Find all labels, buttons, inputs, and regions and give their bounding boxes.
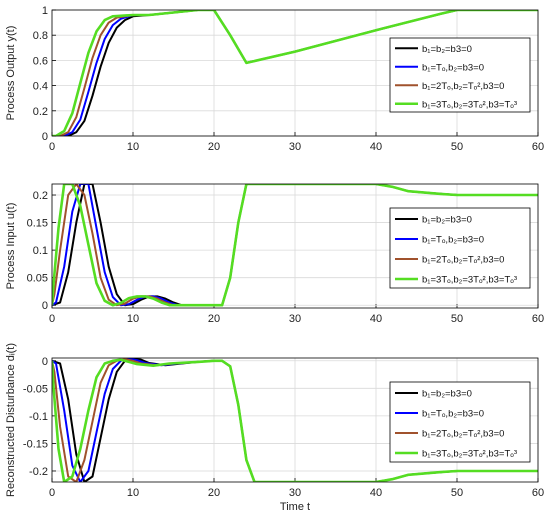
x-tick-label: 40 (370, 487, 382, 499)
legend-box (389, 381, 531, 463)
x-tick-label: 50 (451, 487, 463, 499)
series-line-4 (52, 358, 538, 482)
chart-panel-1: 0 10 20 30 40 50 60 0 0.2 0.4 0.6 0.8 1 Process Outpu… (5, 5, 544, 153)
x-tick-label: 40 (370, 141, 382, 153)
y-tick-label: 0 (42, 131, 48, 143)
x-tick-label: 20 (208, 487, 220, 499)
chart-panel-2: 0 10 20 30 40 50 60 0 0.05 0.1 0.15 0.2 Process Inpu… (5, 183, 544, 325)
x-axis-label: Time t (280, 501, 310, 513)
legend: b₁=b₂=b3=0 b₁=Tₒ,b₂=b3=0 b₁=2Tₒ,b₂=Tₒ²,b3=… (389, 37, 531, 113)
y-tick-label: 0.05 (27, 273, 48, 285)
plot-frame (51, 183, 539, 309)
x-tick-label: 20 (208, 141, 220, 153)
x-tick-label: 30 (289, 141, 301, 153)
legend-box (389, 207, 531, 289)
y-tick-label: -0.1 (29, 411, 48, 423)
x-tick-label: 30 (289, 487, 301, 499)
y-axis-label: Reconstructed Disturbance dᵢ(t) (5, 343, 17, 497)
y-axis-label: Process Output y(t) (5, 26, 17, 121)
y-tick-label: 0.2 (33, 106, 48, 118)
legend-box (389, 37, 531, 113)
y-tick-label: 0.8 (33, 30, 48, 42)
y-tick-label: 0.1 (33, 245, 48, 257)
y-tick-label: 0.4 (33, 81, 48, 93)
x-tick-label: 60 (532, 141, 544, 153)
series-line-4 (52, 184, 538, 307)
legend-label: b₁=3Tₒ,b₂=3Tₒ²,b3=Tₒ³ (422, 449, 517, 460)
y-axis-label: Process Input u(t) (5, 203, 17, 290)
y-tick-label: -0.05 (23, 383, 48, 395)
x-tick-label: 40 (370, 313, 382, 325)
legend-label: b₁=3Tₒ,b₂=3Tₒ²,b3=Tₒ³ (422, 275, 517, 286)
plot-frame (51, 9, 539, 137)
legend-label: b₁=2Tₒ,b₂=Tₒ²,b3=0 (422, 81, 504, 92)
legend: b₁=b₂=b3=0 b₁=Tₒ,b₂=b3=0 b₁=2Tₒ,b₂=Tₒ²,b3=… (389, 381, 531, 463)
legend-label: b₁=b₂=b3=0 (422, 44, 472, 55)
legend-label: b₁=Tₒ,b₂=b3=0 (422, 62, 484, 73)
legend-label: b₁=b₂=b3=0 (422, 215, 472, 226)
legend-label: b₁=b₂=b3=0 (422, 389, 472, 400)
legend-label: b₁=2Tₒ,b₂=Tₒ²,b3=0 (422, 429, 504, 440)
legend: b₁=b₂=b3=0 b₁=Tₒ,b₂=b3=0 b₁=2Tₒ,b₂=Tₒ²,b3=… (389, 207, 531, 289)
x-tick-label: 0 (49, 487, 55, 499)
y-tick-label: -0.2 (29, 466, 48, 478)
x-tick-label: 60 (532, 313, 544, 325)
y-tick-label: 1 (42, 5, 48, 17)
y-tick-label: 0.15 (27, 218, 48, 230)
legend-label: b₁=2Tₒ,b₂=Tₒ²,b3=0 (422, 255, 504, 266)
x-tick-label: 0 (49, 313, 55, 325)
plot-frame (51, 357, 539, 483)
legend-label: b₁=Tₒ,b₂=b3=0 (422, 235, 484, 246)
x-tick-label: 50 (451, 141, 463, 153)
legend-label: b₁=3Tₒ,b₂=3Tₒ²,b3=Tₒ³ (422, 99, 517, 110)
y-tick-label: -0.15 (23, 438, 48, 450)
x-tick-label: 20 (208, 313, 220, 325)
chart-panel-3: 0 10 20 30 40 50 60 0 -0.05 -0.1 -0.15 -0.2 Reconstr… (5, 343, 544, 499)
x-tick-label: 50 (451, 313, 463, 325)
x-tick-label: 10 (127, 313, 139, 325)
x-tick-label: 30 (289, 313, 301, 325)
legend-label: b₁=Tₒ,b₂=b3=0 (422, 409, 484, 420)
y-tick-label: 0 (42, 300, 48, 312)
y-tick-label: 0.6 (33, 55, 48, 67)
y-tick-label: 0.2 (33, 190, 48, 202)
x-tick-label: 0 (49, 141, 55, 153)
y-tick-label: 0 (42, 356, 48, 368)
x-tick-label: 60 (532, 487, 544, 499)
series-line-4 (52, 10, 538, 136)
x-tick-label: 10 (127, 141, 139, 153)
x-tick-label: 10 (127, 487, 139, 499)
